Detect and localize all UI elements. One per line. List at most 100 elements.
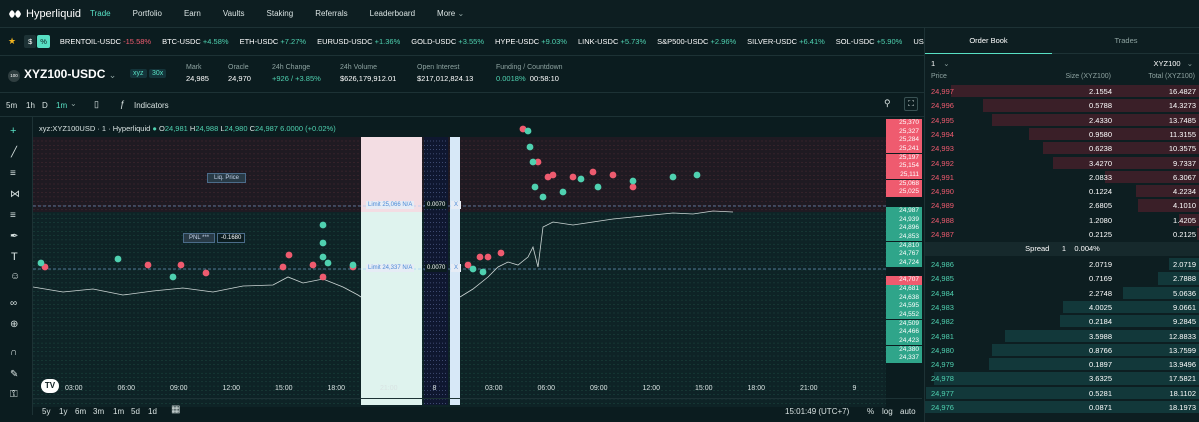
- nav-earn[interactable]: Earn: [183, 9, 201, 18]
- interval-1h[interactable]: 1h: [26, 101, 35, 110]
- ask-row[interactable]: 24,993 0.6238 10.3575: [925, 141, 1199, 155]
- limit-order-1-cancel[interactable]: X: [451, 201, 462, 209]
- candle-type-icon[interactable]: ▯: [94, 99, 99, 109]
- currency-dollar-toggle[interactable]: $: [24, 35, 37, 48]
- interval-d[interactable]: D: [42, 101, 48, 110]
- lock-drawing-icon[interactable]: ✎: [10, 369, 19, 380]
- clock-time[interactable]: 15:01:49 (UTC+7): [785, 407, 850, 416]
- fib-icon[interactable]: ≡: [10, 210, 16, 221]
- buy-marker: [169, 273, 177, 281]
- ask-row[interactable]: 24,991 2.0833 6.3067: [925, 170, 1199, 184]
- nav-referrals[interactable]: Referrals: [315, 9, 348, 18]
- depth-bar: [1158, 272, 1199, 285]
- nav-portfolio[interactable]: Portfolio: [132, 9, 162, 18]
- symbol-select[interactable]: XYZ100 ⌄: [1154, 59, 1194, 68]
- auto-toggle[interactable]: auto: [900, 407, 916, 416]
- ticker-item[interactable]: ETH-USDC +7.27%: [240, 37, 307, 46]
- range-5y[interactable]: 5y: [42, 407, 51, 416]
- horizontal-lines-icon[interactable]: ≡: [10, 168, 16, 179]
- star-icon[interactable]: ★: [8, 36, 17, 46]
- text-icon[interactable]: T: [11, 251, 18, 263]
- bid-row[interactable]: 24,982 0.2184 9.2845: [925, 314, 1199, 328]
- crosshair-icon[interactable]: +: [10, 125, 17, 137]
- tick-size-select[interactable]: 1 ⌄: [931, 59, 950, 68]
- tab-trades[interactable]: Trades: [1052, 28, 1199, 54]
- nav-staking[interactable]: Staking: [266, 9, 294, 18]
- brush-icon[interactable]: ✒: [10, 231, 19, 242]
- screenshot-icon[interactable]: ⚲: [884, 98, 891, 108]
- ask-row[interactable]: 24,995 2.4330 13.7485: [925, 113, 1199, 127]
- range-1y[interactable]: 1y: [59, 407, 68, 416]
- range-5d[interactable]: 5d: [131, 407, 140, 416]
- magnet-icon[interactable]: ∩: [10, 347, 18, 358]
- range-1d[interactable]: 1d: [148, 407, 157, 416]
- pair-selector[interactable]: XYZ100-USDC ⌄: [24, 67, 116, 81]
- calendar-icon[interactable]: ▦: [171, 404, 181, 415]
- fullscreen-icon[interactable]: ⛶: [904, 97, 918, 111]
- bid-row[interactable]: 24,981 3.5988 12.8833: [925, 329, 1199, 343]
- bid-row[interactable]: 24,976 0.0871 18.1973: [925, 400, 1199, 414]
- leverage-badge[interactable]: 30x: [149, 69, 167, 78]
- range-6m[interactable]: 6m: [75, 407, 87, 416]
- bid-row[interactable]: 24,979 0.1897 13.9496: [925, 357, 1199, 371]
- log-toggle[interactable]: log: [882, 407, 893, 416]
- bid-row[interactable]: 24,978 3.6325 17.5821: [925, 371, 1199, 385]
- liq-price-label[interactable]: Liq. Price: [207, 173, 247, 183]
- ticker-item[interactable]: USA500-US: [913, 37, 924, 46]
- ticker-item[interactable]: SILVER-USDC +6.41%: [747, 37, 825, 46]
- ask-row[interactable]: 24,989 2.6805 4.1010: [925, 198, 1199, 212]
- ask-row[interactable]: 24,992 3.4270 9.7337: [925, 156, 1199, 170]
- ticker-item[interactable]: BTC-USDC +4.58%: [162, 37, 229, 46]
- bid-row[interactable]: 24,985 0.7169 2.7888: [925, 271, 1199, 285]
- ask-row[interactable]: 24,988 1.2080 1.4205: [925, 213, 1199, 227]
- limit-order-2-cancel[interactable]: X: [451, 264, 462, 272]
- bid-row[interactable]: 24,983 4.0025 9.0661: [925, 300, 1199, 314]
- price-label: 25,370: [886, 119, 922, 128]
- row-price: 24,981: [931, 331, 954, 341]
- nav-more[interactable]: More ⌄: [437, 9, 464, 18]
- ask-row[interactable]: 24,987 0.2125 0.2125: [925, 227, 1199, 241]
- bid-row[interactable]: 24,984 2.2748 5.0636: [925, 286, 1199, 300]
- ticker-item[interactable]: S&P500-USDC +2.96%: [657, 37, 736, 46]
- indicators-button[interactable]: Indicators: [134, 101, 169, 110]
- bid-row[interactable]: 24,977 0.5281 18.1102: [925, 386, 1199, 400]
- range-1m[interactable]: 1m: [113, 407, 125, 416]
- trend-line-icon[interactable]: ╱: [11, 147, 18, 158]
- ask-row[interactable]: 24,996 0.5788 14.3273: [925, 98, 1199, 112]
- chevron-down-icon[interactable]: ⌄: [70, 99, 77, 108]
- ticker-item[interactable]: EURUSD-USDC +1.36%: [317, 37, 400, 46]
- limit-order-1-label[interactable]: Limit 25,066 N/A: [366, 201, 415, 209]
- ask-row[interactable]: 24,994 0.9580 11.3155: [925, 127, 1199, 141]
- row-price: 24,983: [931, 302, 954, 312]
- logo[interactable]: Hyperliquid: [8, 8, 90, 20]
- ticker-item[interactable]: GOLD-USDC +3.55%: [411, 37, 484, 46]
- ticker-item[interactable]: SOL-USDC +5.90%: [836, 37, 903, 46]
- nav-leaderboard[interactable]: Leaderboard: [369, 9, 416, 18]
- ask-row[interactable]: 24,997 2.1554 16.4827: [925, 84, 1199, 98]
- ask-row[interactable]: 24,990 0.1224 4.2234: [925, 184, 1199, 198]
- pattern-icon[interactable]: ⋈: [10, 189, 20, 200]
- tab-order-book[interactable]: Order Book: [925, 28, 1052, 54]
- price-chart[interactable]: xyz:XYZ100USD · 1 · Hyperliquid ● O24,98…: [33, 117, 922, 407]
- interval-1m[interactable]: 1m: [56, 101, 68, 110]
- ruler-icon[interactable]: ∞: [10, 298, 18, 309]
- bid-row[interactable]: 24,986 2.0719 2.0719: [925, 257, 1199, 271]
- interval-5m[interactable]: 5m: [6, 101, 18, 110]
- limit-order-2-label[interactable]: Limit 24,337 N/A: [366, 264, 415, 272]
- ticker-item[interactable]: HYPE-USDC +9.03%: [495, 37, 567, 46]
- percent-toggle[interactable]: %: [867, 407, 875, 416]
- chart-canvas[interactable]: [33, 117, 922, 407]
- indicators-icon[interactable]: ƒ: [120, 99, 126, 109]
- currency-percent-toggle[interactable]: %: [37, 35, 50, 48]
- range-3m[interactable]: 3m: [93, 407, 105, 416]
- lock-icon[interactable]: ⚿: [10, 389, 18, 400]
- ticker-item[interactable]: BRENTOIL-USDC -15.58%: [60, 37, 151, 46]
- ticker-item[interactable]: LINK-USDC +5.73%: [578, 37, 646, 46]
- price-scale[interactable]: 25,370 25,327 25,284 25,241 25,197 25,154 25,1…: [886, 117, 922, 407]
- pnl-label[interactable]: PNL ***: [183, 233, 216, 243]
- nav-trade[interactable]: Trade: [90, 9, 111, 18]
- nav-vaults[interactable]: Vaults: [222, 9, 245, 18]
- zoom-in-icon[interactable]: ⊕: [10, 319, 19, 330]
- bid-row[interactable]: 24,980 0.8766 13.7599: [925, 343, 1199, 357]
- emoji-icon[interactable]: ☺: [10, 271, 21, 282]
